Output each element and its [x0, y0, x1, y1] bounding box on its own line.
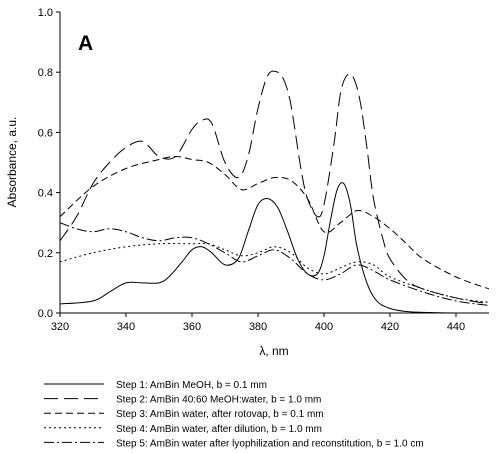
y-tick-label: 0.4 [38, 188, 53, 200]
x-tick-label: 380 [249, 321, 267, 333]
panel-label: A [78, 32, 93, 55]
series-line-1 [60, 182, 489, 313]
x-tick-label: 420 [381, 321, 399, 333]
plot-lines [60, 70, 489, 313]
legend-label-2: Step 2: AmBin 40:60 MeOH:water, b = 1.0 … [116, 395, 321, 406]
x-tick-label: 340 [117, 321, 135, 333]
y-axis-label: Absorbance, a.u. [5, 117, 19, 208]
legend: Step 1: AmBin MeOH, b = 0.1 mm Step 2: Am… [44, 380, 424, 449]
y-tick-label: 0.8 [38, 67, 53, 79]
x-axis-label: λ, nm [259, 344, 288, 358]
x-tick-label: 360 [183, 321, 201, 333]
axis-ticks: 320 340 360 380 400 420 440 0.0 0.2 0.4 0.6 0.8 1.0 [38, 7, 465, 333]
legend-label-1: Step 1: AmBin MeOH, b = 0.1 mm [116, 380, 267, 391]
x-tick-label: 440 [447, 321, 465, 333]
x-tick-label: 320 [51, 321, 69, 333]
y-tick-label: 0.6 [38, 127, 53, 139]
series-line-3 [60, 155, 489, 290]
axes [59, 12, 489, 314]
legend-label-3: Step 3: AmBin water, after rotovap, b = … [116, 409, 324, 420]
y-tick-label: 1.0 [38, 7, 53, 19]
x-tick-label: 400 [315, 321, 333, 333]
series-line-2 [60, 70, 489, 305]
legend-label-5: Step 5: AmBin water after lyophilization… [116, 438, 424, 449]
y-tick-label: 0.2 [38, 248, 53, 260]
y-tick-label: 0.0 [38, 308, 53, 320]
series-line-5 [60, 222, 489, 306]
legend-label-4: Step 4: AmBin water, after dilution, b =… [116, 424, 322, 435]
